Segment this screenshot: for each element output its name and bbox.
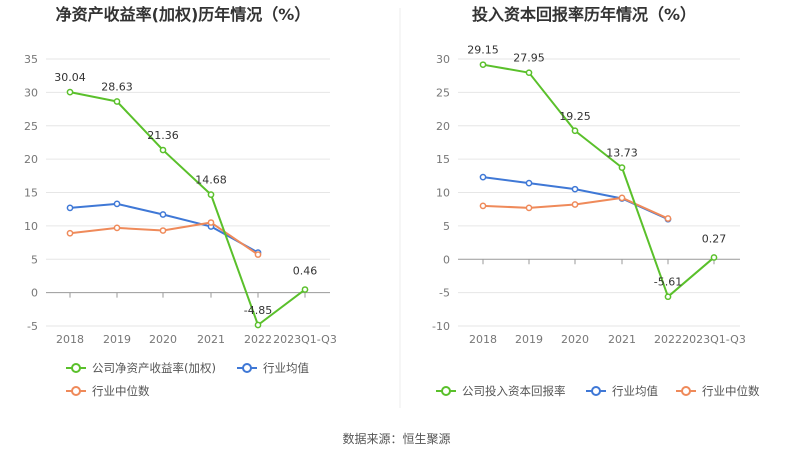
data-point[interactable]: [113, 98, 121, 105]
legend-item[interactable]: 公司投入资本回报率: [436, 384, 566, 398]
x-tick-label: 2019: [103, 333, 131, 346]
data-point[interactable]: [159, 211, 167, 218]
data-point[interactable]: [664, 215, 672, 222]
x-tick-label: 2022: [654, 333, 682, 346]
legend-marker-icon: [591, 386, 601, 396]
data-label: 14.68: [195, 174, 227, 187]
y-tick-label: 25: [24, 120, 38, 133]
data-label: 27.95: [513, 52, 545, 65]
data-point[interactable]: [618, 164, 626, 171]
y-tick-label: 20: [24, 153, 38, 166]
data-point[interactable]: [571, 201, 579, 208]
y-tick-label: 10: [24, 220, 38, 233]
x-tick-label: 2019: [515, 333, 543, 346]
data-point[interactable]: [525, 179, 533, 187]
y-tick-label: 30: [24, 86, 38, 99]
data-point[interactable]: [479, 173, 487, 181]
data-point[interactable]: [66, 204, 74, 212]
y-tick-label: 30: [436, 53, 450, 66]
series-line: [69, 91, 306, 326]
x-tick-label: 2023Q1-Q3: [682, 333, 746, 346]
roic-chart-panel: 投入资本回报率历年情况（%） -10 -5 0 5 10 15 20 25 30 2018 2019 2…: [432, 5, 760, 398]
series-line: [69, 221, 259, 256]
data-point[interactable]: [479, 202, 487, 210]
legend-label: 行业中位数: [92, 384, 150, 398]
data-point[interactable]: [159, 146, 167, 154]
data-point[interactable]: [113, 200, 121, 208]
legend-marker-icon: [441, 386, 451, 396]
series-line: [482, 63, 715, 298]
x-tick-label: 2021: [197, 333, 225, 346]
y-tick-label: 35: [24, 53, 38, 66]
data-label: 30.04: [54, 71, 86, 84]
y-tick-label: -10: [432, 320, 450, 333]
data-point[interactable]: [571, 127, 579, 135]
legend-marker-icon: [71, 363, 81, 373]
y-tick-label: 25: [436, 86, 450, 99]
legend-item[interactable]: 行业中位数: [66, 384, 150, 398]
data-point[interactable]: [525, 204, 533, 212]
series-line: [482, 176, 669, 221]
y-tick-label: 5: [31, 253, 38, 266]
legend-marker-icon: [681, 386, 691, 396]
data-point[interactable]: [525, 69, 533, 77]
data-point[interactable]: [66, 88, 74, 96]
data-label: 29.15: [467, 44, 499, 57]
legend-item[interactable]: 行业中位数: [676, 384, 760, 398]
y-tick-label: 0: [443, 253, 450, 266]
data-point[interactable]: [113, 224, 121, 232]
legend-item[interactable]: 公司净资产收益率(加权): [66, 361, 216, 375]
legend-label: 公司投入资本回报率: [462, 384, 566, 398]
chart-title: 净资产收益率(加权)历年情况（%）: [56, 5, 311, 24]
data-label: 0.27: [702, 232, 727, 245]
y-tick-label: 10: [436, 187, 450, 200]
y-tick-label: -5: [27, 320, 38, 333]
data-label: -5.61: [654, 276, 682, 289]
y-tick-label: 0: [31, 287, 38, 300]
data-label: 13.73: [606, 147, 638, 160]
chart-title: 投入资本回报率历年情况（%）: [472, 5, 696, 24]
data-point[interactable]: [66, 229, 74, 237]
data-point[interactable]: [159, 227, 167, 234]
data-point[interactable]: [254, 321, 262, 329]
data-label: 28.63: [101, 81, 133, 94]
legend-label: 公司净资产收益率(加权): [92, 361, 216, 375]
data-label: -4.85: [244, 304, 272, 317]
x-tick-label: 2020: [561, 333, 589, 346]
x-tick-label: 2018: [56, 333, 84, 346]
series-line: [482, 196, 669, 220]
x-tick-label: 2018: [469, 333, 497, 346]
y-tick-label: 15: [436, 153, 450, 166]
x-tick-label: 2023Q1-Q3: [273, 333, 337, 346]
y-tick-label: 15: [24, 187, 38, 200]
data-point[interactable]: [479, 61, 487, 69]
legend-label: 行业中位数: [702, 384, 760, 398]
x-tick-label: 2021: [608, 333, 636, 346]
roe-chart-panel: 净资产收益率(加权)历年情况（%） -5 0 5 10 15 20 25 30 35 2018 201…: [24, 5, 337, 398]
y-tick-label: -5: [439, 287, 450, 300]
legend-label: 行业均值: [263, 361, 309, 375]
legend-item[interactable]: 行业均值: [586, 384, 658, 398]
data-point[interactable]: [254, 251, 262, 258]
data-point[interactable]: [571, 185, 579, 193]
data-label: 0.46: [293, 265, 318, 278]
legend-item[interactable]: 行业均值: [237, 361, 309, 375]
y-tick-label: 20: [436, 120, 450, 133]
data-point[interactable]: [618, 194, 626, 202]
x-tick-label: 2020: [149, 333, 177, 346]
data-label: 19.25: [559, 110, 591, 123]
source-text: 数据来源：恒生聚源: [342, 431, 450, 446]
data-point[interactable]: [710, 254, 718, 261]
legend-marker-icon: [71, 386, 81, 396]
legend-label: 行业均值: [612, 384, 658, 398]
y-tick-label: 5: [443, 220, 450, 233]
data-label: 21.36: [147, 129, 179, 142]
data-point[interactable]: [207, 191, 215, 198]
data-point[interactable]: [664, 293, 672, 301]
x-tick-label: 2022: [244, 333, 272, 346]
data-point[interactable]: [207, 219, 215, 226]
legend-marker-icon: [242, 363, 252, 373]
data-point[interactable]: [301, 286, 309, 293]
